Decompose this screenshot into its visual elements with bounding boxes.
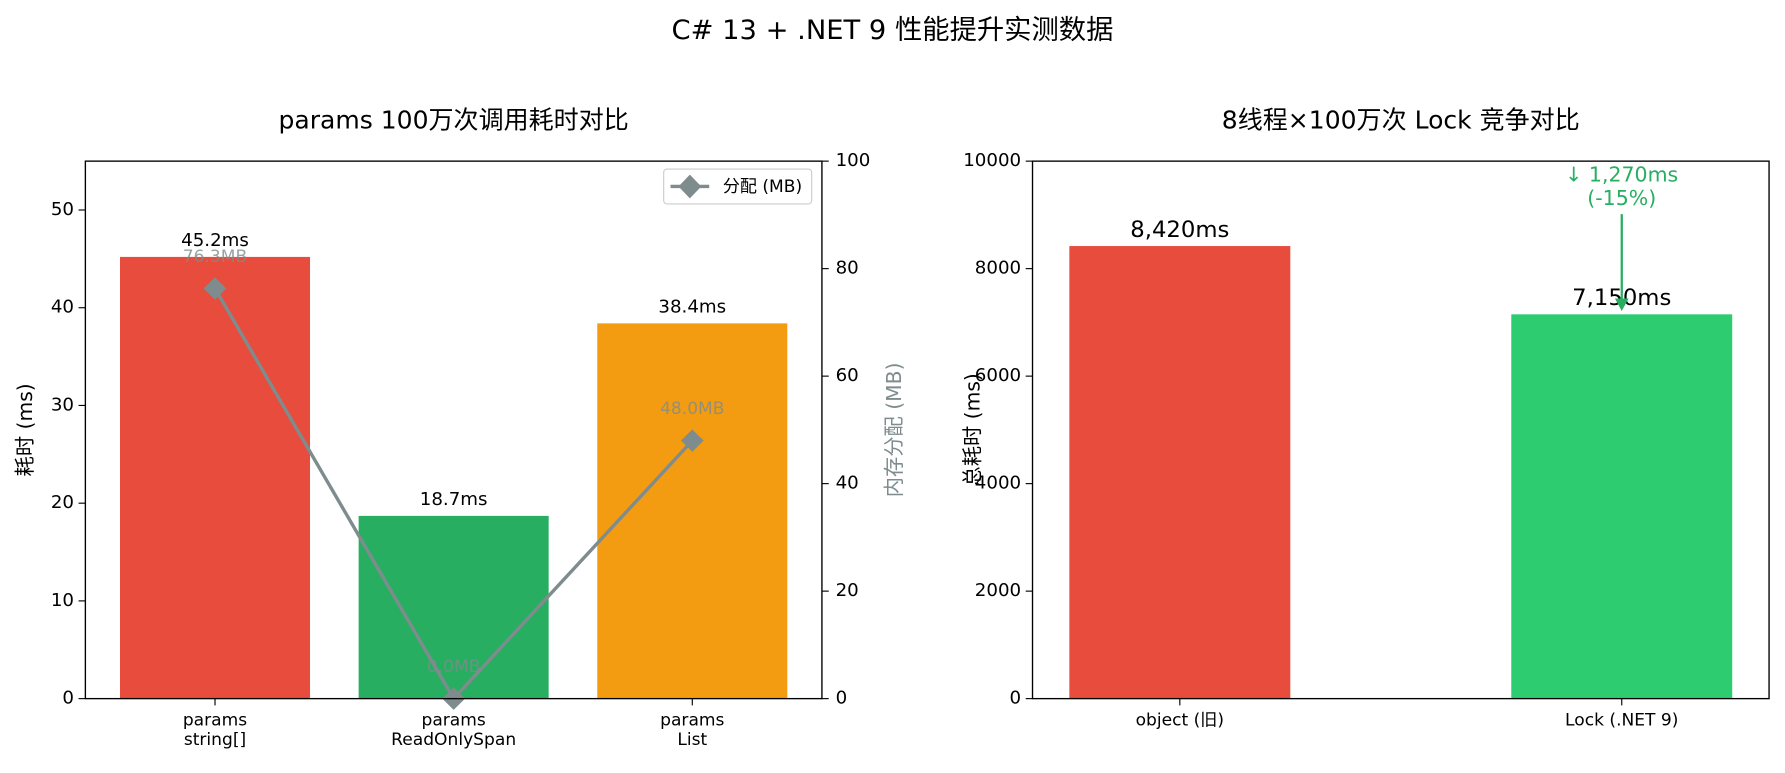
figure-title: C# 13 + .NET 9 性能提升实测数据 [672,15,1114,46]
bar-value-label: 45.2ms [181,230,249,251]
line-value-label: 76.3MB [183,247,247,267]
x-tick-label: params List [660,709,725,750]
bar-value-label: 8,420ms [1130,217,1229,243]
y-tick-label: 40 [51,297,74,318]
y-tick-label: 2000 [975,580,1021,601]
y2-tick-label: 0 [836,688,848,709]
y2-tick-label: 40 [836,473,859,494]
subplot-title: params 100万次调用耗时对比 [278,106,628,135]
line-value-label: 0.0MB [427,657,481,677]
bar [1069,246,1291,699]
bar-value-label: 18.7ms [420,489,488,510]
x-tick-label: object (旧) [1135,709,1225,731]
y-tick-label: 4000 [975,473,1021,494]
y-tick-label: 50 [51,199,74,220]
plot-frame [84,160,823,700]
x-tick-label: params ReadOnlySpan [391,709,517,750]
line-value-label: 48.0MB [660,399,724,419]
annotation-arrowhead [1614,298,1629,311]
y2-tick-label: 100 [836,150,871,171]
subplot-title: 8线程×100万次 Lock 竞争对比 [1222,106,1580,135]
y-axis-label: 总耗时 (ms) [960,373,984,486]
y2-tick-label: 20 [836,580,859,601]
y-axis-label: 耗时 (ms) [13,383,37,476]
y-tick-label: 6000 [975,365,1021,386]
y2-tick-label: 60 [836,365,859,386]
y-tick-label: 0 [1010,688,1022,709]
legend-label: 分配 (MB) [723,177,802,197]
annotation: ↓ 1,270ms (-15%) [1565,163,1679,211]
y-tick-label: 20 [51,492,74,513]
y-tick-label: 8000 [975,258,1021,279]
bar [1511,314,1733,699]
plot-frame [1031,160,1770,700]
x-tick-label: params string[] [182,709,248,750]
y-tick-label: 0 [62,688,74,709]
y2-tick-label: 80 [836,258,859,279]
y-tick-label: 30 [51,395,74,416]
y-tick-label: 10000 [963,150,1021,171]
bar-value-label: 38.4ms [658,297,726,318]
legend-box [663,168,813,205]
bar [119,256,311,699]
x-tick-label: Lock (.NET 9) [1565,709,1679,731]
y2-axis-label: 内存分配 (MB) [882,363,906,498]
bar [358,515,549,699]
y-tick-label: 10 [51,590,74,611]
